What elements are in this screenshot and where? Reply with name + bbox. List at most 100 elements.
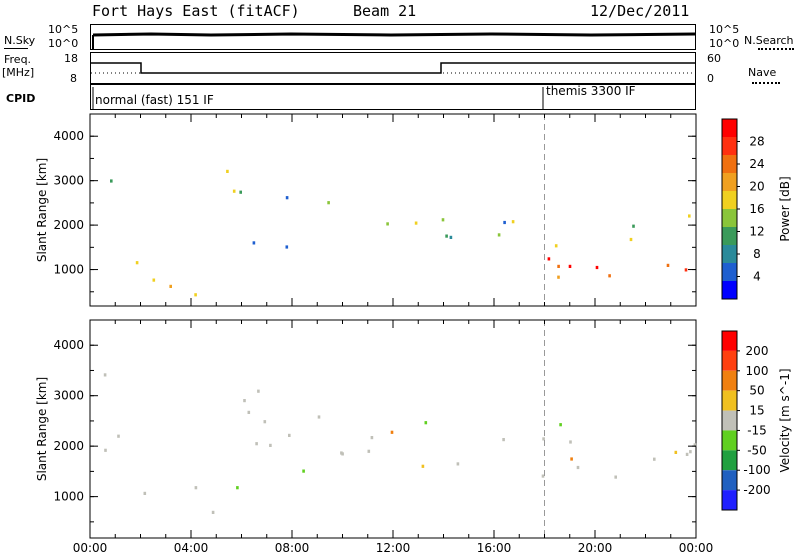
power-cell (497, 233, 501, 237)
power-cell (152, 278, 156, 282)
velocity-frame (89, 319, 697, 539)
power-cell (629, 237, 633, 242)
ytick-label: 2000 (53, 218, 84, 232)
nsearch-label: N.Search (744, 34, 794, 47)
power-colorbar-label: 20 (749, 180, 764, 194)
noise-panel (90, 24, 696, 50)
noise-right-lo: 10^0 (709, 37, 740, 50)
velocity-cell (653, 457, 656, 461)
velocity-colorbar-label: 15 (749, 404, 764, 418)
velocity-colorbar-frame (721, 330, 738, 511)
power-cell (441, 218, 445, 222)
velocity-cell (693, 443, 697, 447)
velocity-cell (143, 491, 147, 495)
power-cell (414, 221, 418, 225)
velocity-colorbar-label: -50 (747, 443, 767, 457)
cpid-panel (90, 84, 696, 110)
power-colorbar-label: 16 (749, 202, 764, 216)
velocity-cell (194, 486, 198, 490)
nsearch-line (758, 48, 794, 50)
xtick-label: 00:00 (73, 541, 108, 554)
velocity-cell (236, 486, 239, 490)
xtick-label: 08:00 (275, 541, 310, 554)
power-cell (169, 284, 172, 288)
freq-lo: 8 (70, 72, 77, 85)
power-cell (554, 244, 558, 248)
power-colorbar-label: 8 (753, 247, 761, 261)
nave-line (752, 82, 780, 84)
noise-right-hi: 10^5 (709, 23, 740, 36)
velocity-panel: 4000 3000 2000 1000 00:00 04:00 08:00 12:00 16:0… (35, 319, 792, 554)
beam-title: Beam 21 (353, 2, 417, 20)
velocity-cell (269, 443, 272, 447)
velocity-cell (243, 399, 246, 403)
power-cell (232, 189, 236, 193)
velocity-cell (302, 469, 305, 473)
power-cell (608, 274, 611, 278)
velocity-cell (614, 475, 617, 479)
freq-trace (91, 62, 695, 74)
velocity-cell (340, 451, 343, 455)
power-cell (285, 245, 289, 249)
ytick-label: 4000 (53, 129, 84, 143)
velocity-colorbar-title: Velocity [m s^-1] (778, 368, 792, 472)
velocity-cell (576, 465, 580, 470)
velocity-cell (103, 373, 107, 377)
ytick-label: 1000 (53, 490, 84, 504)
nsky-label: N.Sky (4, 34, 36, 47)
freq-panel (90, 52, 696, 84)
velocity-cell (689, 450, 692, 454)
power-colorbar-swatch (722, 263, 737, 281)
velocity-cell (456, 462, 460, 466)
power-colorbar-swatch (722, 209, 737, 227)
power-cell (632, 224, 635, 228)
cpid-mode-1: normal (fast) 151 IF (95, 93, 214, 107)
power-colorbar-swatch (722, 245, 737, 263)
velocity-cell (288, 433, 291, 437)
power-cell (511, 220, 515, 224)
velocity-colorbar-swatch (722, 410, 737, 431)
power-cell (688, 214, 691, 218)
power-cell (327, 201, 330, 205)
velocity-cell (541, 474, 545, 478)
ytick-label: 4000 (53, 338, 84, 352)
power-colorbar-swatch (722, 137, 737, 155)
power-cell (557, 264, 560, 268)
power-cell (595, 265, 599, 270)
power-cell (503, 220, 506, 225)
nave-label: Nave (748, 66, 777, 79)
velocity-cell (570, 457, 573, 461)
power-colorbar-swatch (722, 173, 737, 191)
power-colorbar-swatch (722, 119, 737, 137)
cpid-mode-2: themis 3300 IF (546, 84, 636, 98)
velocity-colorbar-swatch (722, 331, 737, 351)
velocity-colorbar-swatch (722, 430, 737, 451)
power-cell (684, 268, 688, 272)
ylabel: Slant Range [km] (35, 377, 49, 481)
velocity-colorbar-swatch (722, 470, 737, 491)
cpid-label: CPID (6, 92, 36, 105)
velocity-cell (211, 510, 215, 514)
power-panel: 4000 3000 2000 1000 Slant Range [km] 28 24 20 16… (35, 113, 792, 307)
velocity-cell (257, 389, 260, 393)
xtick-label: 04:00 (174, 541, 209, 554)
velocity-colorbar-label: 200 (746, 344, 769, 358)
velocity-cell (255, 442, 258, 446)
velocity-colorbar-swatch (722, 490, 737, 510)
power-colorbar-label: 28 (749, 135, 764, 149)
velocity-colorbar-label: 100 (746, 364, 769, 378)
velocity-cell (317, 415, 321, 419)
ytick-label: 3000 (53, 174, 84, 188)
power-cell (568, 264, 572, 268)
velocity-colorbar-label: -100 (743, 463, 770, 477)
velocity-colorbar-label: -15 (747, 423, 767, 437)
power-colorbar-label: 12 (749, 225, 764, 239)
velocity-cell (367, 449, 371, 453)
ytick-label: 3000 (53, 389, 84, 403)
velocity-cell (370, 436, 374, 440)
station-title: Fort Hays East (fitACF) (92, 2, 300, 20)
nave-hi: 60 (707, 52, 721, 65)
velocity-cell (559, 423, 562, 427)
velocity-cell (685, 452, 689, 456)
power-cell (386, 222, 389, 226)
